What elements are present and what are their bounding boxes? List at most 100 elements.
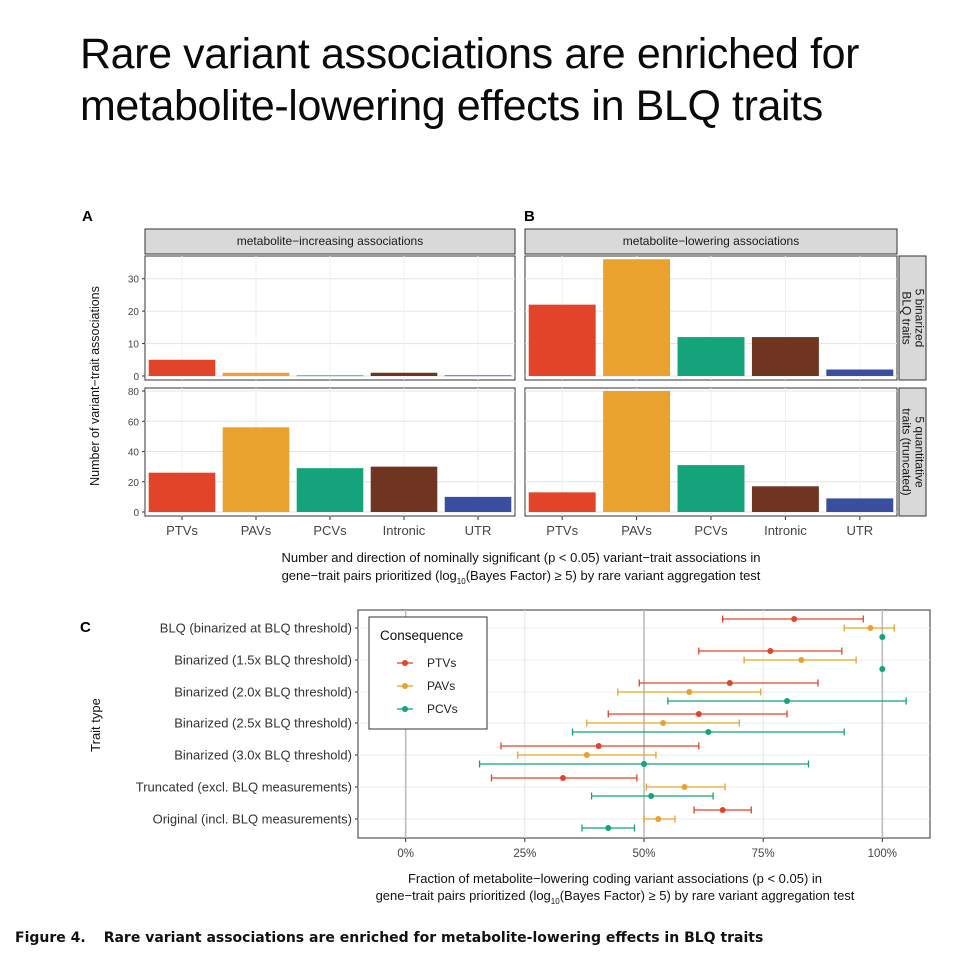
- legend: Consequence PTVs PAVs PCVs: [368, 616, 488, 730]
- point-ptvs: [595, 743, 602, 749]
- y-tick-label: 30: [128, 275, 140, 286]
- category-label: Binarized (2.0x BLQ threshold): [174, 685, 352, 700]
- x-axis-label-sub: 10: [457, 577, 466, 586]
- x-tick-label: PAVs: [621, 523, 652, 538]
- x-tick-label: PCVs: [694, 523, 728, 538]
- y-axis-label: Trait type: [88, 698, 103, 752]
- category-label: BLQ (binarized at BLQ threshold): [160, 621, 352, 636]
- y-tick-label: 80: [128, 387, 140, 398]
- x-tick-label: 75%: [752, 848, 775, 860]
- x-tick-label: PCVs: [313, 523, 347, 538]
- point-ptvs: [767, 648, 774, 654]
- y-tick-label: 60: [128, 417, 140, 428]
- x-tick-label: 25%: [513, 848, 536, 860]
- point-pavs: [686, 689, 693, 695]
- x-axis-label-line2: gene−trait pairs prioritized (log10(Baye…: [282, 568, 761, 586]
- x-axis-label-line1: Number and direction of nominally signif…: [281, 550, 760, 565]
- x-tick-label: PTVs: [166, 523, 198, 538]
- bar-ptvs: [528, 304, 596, 376]
- bar-pavs: [222, 427, 290, 512]
- strip-line-1: 5 quantitative: [913, 416, 927, 488]
- figure-caption: Figure 4. Rare variant associations are e…: [15, 930, 763, 946]
- bar-ptvs: [148, 472, 216, 512]
- y-tick-label: 0: [133, 508, 139, 519]
- bar-intronic: [370, 466, 438, 512]
- legend-key-dot: [402, 706, 408, 712]
- x-tick-label: Intronic: [764, 523, 807, 538]
- bar-pcvs: [677, 337, 745, 376]
- x-tick-label: 100%: [868, 848, 897, 860]
- bar-pcvs: [677, 465, 745, 512]
- point-pcvs: [879, 634, 886, 640]
- bar-intronic: [370, 372, 438, 376]
- panel-label-a: A: [82, 208, 93, 225]
- y-axis-label: Number of variant−trait associations: [88, 286, 102, 486]
- legend-entry: PCVs: [427, 702, 458, 716]
- y-tick-label: 40: [128, 448, 140, 459]
- bar-ptvs: [148, 359, 216, 376]
- bar-ptvs: [528, 492, 596, 512]
- facet-strip-row: [898, 387, 927, 517]
- legend-key-dot: [402, 660, 408, 666]
- category-label: Binarized (1.5x BLQ threshold): [174, 653, 352, 668]
- point-ptvs: [719, 807, 726, 813]
- category-label: Original (incl. BLQ measurements): [153, 812, 352, 827]
- facet-strip-col: [524, 228, 898, 255]
- legend-box: [368, 616, 488, 730]
- x-tick-label: 0%: [397, 848, 414, 860]
- x-axis-label-line1: Fraction of metabolite−lowering coding v…: [408, 871, 822, 886]
- point-pcvs: [648, 793, 655, 799]
- x-tick-label: 50%: [632, 848, 655, 860]
- x-tick-label: PAVs: [241, 523, 272, 538]
- facet-strip-row-label: 5 binarizedBLQ traits: [899, 289, 926, 348]
- bar-intronic: [751, 337, 819, 376]
- point-ptvs: [695, 711, 702, 717]
- bar-intronic: [751, 486, 819, 512]
- x-tick-label: UTR: [465, 523, 492, 538]
- facet-strip-label: metabolite−increasing associations: [237, 234, 423, 248]
- facet-strip-row-label: 5 quantitativetraits (truncated): [899, 408, 926, 495]
- point-pcvs: [705, 729, 712, 735]
- point-ptvs: [791, 616, 798, 622]
- caption-label: Figure 4.: [15, 930, 86, 946]
- strip-line-2: BLQ traits: [899, 291, 913, 344]
- x-tick-label: UTR: [846, 523, 873, 538]
- legend-title: Consequence: [380, 628, 463, 643]
- facet-strip-label: metabolite−lowering associations: [623, 234, 799, 248]
- y-tick-label: 20: [128, 307, 140, 318]
- legend-entry: PTVs: [427, 656, 456, 670]
- strip-line-1: 5 binarized: [913, 289, 927, 348]
- point-pavs: [655, 816, 662, 822]
- x-axis-label-post: (Bayes Factor) ≥ 5) by rare variant aggr…: [466, 568, 761, 583]
- x-axis-label-pre: gene−trait pairs prioritized (log: [376, 888, 551, 903]
- bar-utr: [444, 375, 512, 377]
- legend-key-dot: [402, 683, 408, 689]
- point-pavs: [583, 752, 590, 758]
- point-pcvs: [605, 825, 612, 831]
- legend-entry: PAVs: [427, 679, 455, 693]
- category-label: Binarized (2.5x BLQ threshold): [174, 716, 352, 731]
- point-pavs: [867, 625, 874, 631]
- caption-text: Rare variant associations are enriched f…: [103, 930, 764, 946]
- point-pcvs: [784, 698, 790, 704]
- point-pavs: [681, 784, 688, 790]
- x-axis-label-post: (Bayes Factor) ≥ 5) by rare variant aggr…: [560, 888, 855, 903]
- facet-strip-row: [898, 255, 927, 381]
- point-pcvs: [879, 666, 886, 672]
- bar-pcvs: [296, 468, 364, 512]
- point-pavs: [798, 657, 805, 663]
- y-tick-label: 20: [128, 478, 140, 489]
- panel-label-b: B: [524, 208, 535, 225]
- facet-strip-col: [144, 228, 516, 255]
- bar-utr: [444, 496, 512, 512]
- bar-pavs: [603, 391, 671, 512]
- bar-pavs: [222, 372, 290, 376]
- bar-pcvs: [296, 375, 364, 377]
- x-tick-label: Intronic: [383, 523, 426, 538]
- point-pavs: [660, 720, 667, 726]
- category-label: Truncated (excl. BLQ measurements): [136, 780, 352, 795]
- bar-pavs: [603, 259, 671, 376]
- bar-utr: [826, 369, 894, 376]
- point-ptvs: [726, 680, 733, 686]
